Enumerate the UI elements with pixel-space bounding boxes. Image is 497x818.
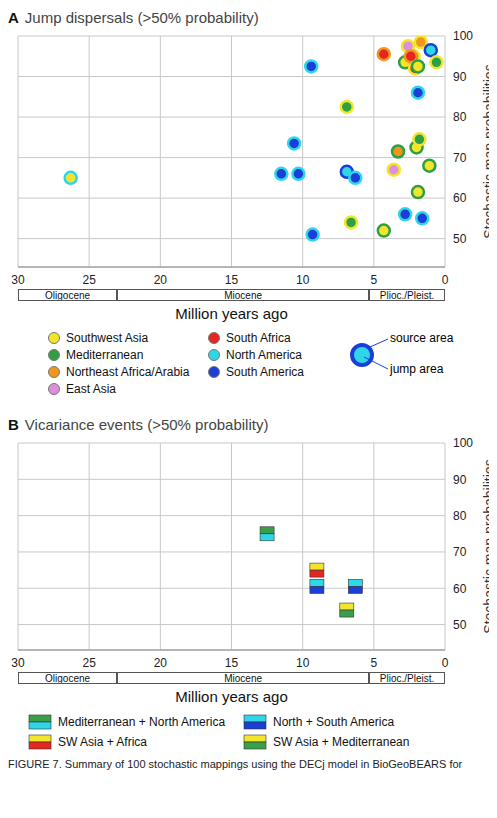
svg-text:70: 70 (453, 545, 467, 559)
html-text:Million years ago: Million years ago (175, 688, 288, 705)
svg-text:5: 5 (370, 656, 377, 670)
svg-text:25: 25 (82, 273, 96, 287)
html-text:Oligocene: Oligocene (45, 673, 91, 684)
svg-text:30: 30 (11, 656, 25, 670)
svg-text:20: 20 (154, 273, 168, 287)
html-text:North America: North America (226, 347, 302, 362)
html-text:East Asia: East Asia (66, 381, 116, 396)
html-text:North + South America: North + South America (273, 715, 395, 729)
html-text:Plioc./Pleist.: Plioc./Pleist. (379, 673, 435, 684)
html-text:FIGURE 7. Summary of 100 stoch: FIGURE 7. Summary of 100 stochastic mapp… (8, 758, 463, 770)
html-text:SW Asia + Africa: SW Asia + Africa (58, 735, 147, 749)
html-text:Mediterranean + North America: Mediterranean + North America (58, 715, 226, 729)
svg-text:50: 50 (453, 618, 467, 632)
svg-text:90: 90 (453, 70, 467, 84)
html-text:Northeast Africa/Arabia: Northeast Africa/Arabia (66, 364, 190, 379)
html-text:Oligocene: Oligocene (45, 290, 91, 301)
svg-text:100: 100 (453, 436, 473, 450)
html-text:South America: South America (226, 364, 304, 379)
svg-text:15: 15 (225, 273, 239, 287)
html-text:Miocene: Miocene (224, 290, 263, 301)
html-text:Plioc./Pleist.: Plioc./Pleist. (379, 290, 435, 301)
html-text:Southwest Asia: Southwest Asia (66, 330, 149, 345)
html-text:Miocene: Miocene (224, 673, 263, 684)
svg-text:25: 25 (82, 656, 96, 670)
svg-text:50: 50 (453, 232, 467, 246)
svg-text:jump area: jump area (389, 362, 444, 376)
svg-text:70: 70 (453, 151, 467, 165)
svg-text:Stochastic map probabilities: Stochastic map probabilities (481, 459, 489, 633)
svg-text:Stochastic map probabilities: Stochastic map probabilities (481, 64, 489, 238)
svg-text:60: 60 (453, 582, 467, 596)
svg-text:60: 60 (453, 191, 467, 205)
svg-text:90: 90 (453, 473, 467, 487)
svg-text:5: 5 (370, 273, 377, 287)
svg-text:0: 0 (442, 273, 449, 287)
html-text:A Jump dispersals (>50% probab: A Jump dispersals (>50% probability) (8, 9, 259, 26)
html-text:Mediterranean: Mediterranean (66, 347, 144, 362)
svg-text:80: 80 (453, 110, 467, 124)
html-text:B Vicariance events (>50% prob: B Vicariance events (>50% probability) (8, 416, 269, 433)
svg-text:80: 80 (453, 509, 467, 523)
html-text:South Africa: South Africa (226, 330, 291, 345)
svg-text:30: 30 (11, 273, 25, 287)
svg-text:10: 10 (296, 273, 310, 287)
html-text:SW Asia + Mediterranean: SW Asia + Mediterranean (273, 735, 410, 749)
html-text:Million years ago: Million years ago (175, 305, 288, 322)
svg-text:20: 20 (154, 656, 168, 670)
svg-text:100: 100 (453, 29, 473, 43)
svg-text:15: 15 (225, 656, 239, 670)
svg-text:source area: source area (390, 331, 454, 345)
svg-text:10: 10 (296, 656, 310, 670)
svg-text:0: 0 (442, 656, 449, 670)
